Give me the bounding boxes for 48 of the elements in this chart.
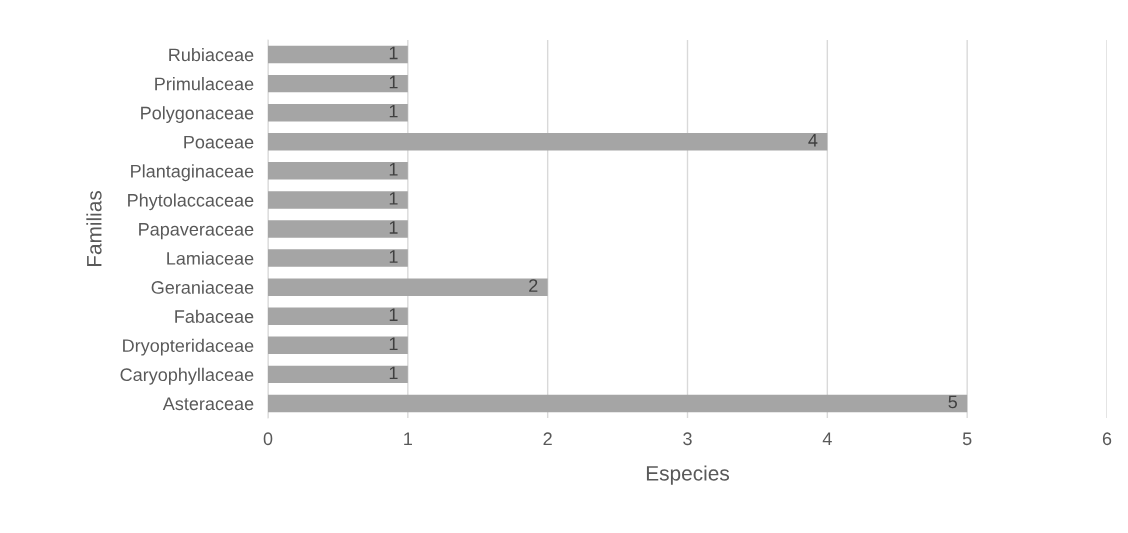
bar [268,365,408,384]
x-tick-label: 4 [822,432,832,445]
y-tick-label: Lamiaceae [167,251,254,265]
data-label: 1 [389,221,398,234]
x-tick-label: 0 [263,432,273,446]
bar [268,74,408,93]
bar [268,278,548,296]
x-axis-title: Especies [646,465,730,485]
y-tick-label: Primulaceae [155,77,254,91]
y-axis-title: Familias [86,190,102,267]
y-tick-label: Caryophyllaceae [120,367,254,385]
bar [268,336,408,355]
x-tick-label: 2 [543,432,552,445]
data-label: 1 [389,366,398,380]
data-label: 1 [389,337,398,350]
y-tick-label: Geraniaceae [151,280,254,294]
data-label: 1 [389,163,398,176]
y-tick-label: Phytolaccaceae [128,193,254,211]
y-tick-label: Rubiaceae [169,48,254,62]
data-label: 1 [389,75,398,89]
y-tick-label: Plantaginaceae [131,164,254,182]
y-tick-label: Dryopteridaceae [123,338,254,356]
y-tick-label: Asteraceae [162,397,254,411]
data-label: 4 [808,134,818,147]
y-tick-label: Polygonaceae [141,106,254,123]
bar [268,103,408,122]
bar [268,133,828,151]
y-tick-label: Poaceae [184,135,254,149]
bar [268,249,408,267]
bar [268,191,408,209]
x-tick-label: 1 [404,432,412,445]
x-tick-label: 6 [1102,432,1112,446]
x-tick-label: 5 [962,432,972,446]
bar [268,220,408,238]
bar [268,162,408,180]
y-tick-label: Fabaceae [175,309,254,323]
bar [268,307,408,325]
bar [268,394,968,413]
data-label: 1 [389,192,398,205]
y-tick-label: Papaveraceae [139,223,254,240]
data-label: 1 [389,46,398,60]
x-tick-label: 3 [683,432,692,446]
data-label: 2 [529,279,538,292]
data-label: 1 [389,250,398,263]
data-label: 1 [389,104,398,118]
data-label: 5 [948,395,958,409]
bar [268,45,408,64]
data-label: 1 [389,308,398,321]
